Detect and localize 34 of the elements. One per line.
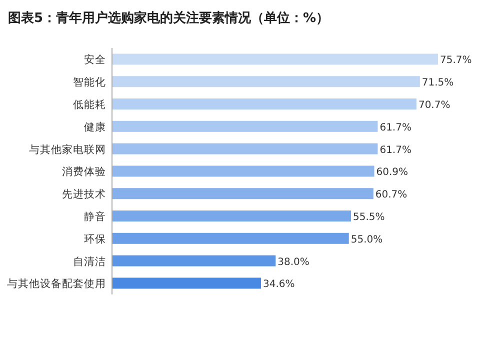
bar — [112, 278, 262, 289]
y-tick-label: 健康 — [84, 120, 106, 134]
chart-title: 图表5：青年用户选购家电的关注要素情况（单位：%） — [8, 10, 330, 26]
data-label: 55.0% — [350, 234, 383, 246]
y-tick-label: 低能耗 — [73, 98, 106, 111]
data-label: 38.0% — [278, 256, 310, 268]
bar — [112, 232, 349, 244]
bar — [112, 210, 352, 222]
data-label: 75.7% — [440, 55, 472, 66]
bar — [112, 143, 378, 154]
y-tick-label: 与其他设备配套使用 — [7, 277, 106, 290]
y-tick-label: 智能化 — [73, 76, 106, 89]
bar — [112, 54, 438, 65]
y-tick-label: 环保 — [84, 233, 106, 246]
y-tick-label: 先进技术 — [62, 188, 106, 201]
data-label: 70.7% — [418, 100, 450, 111]
bar — [112, 188, 374, 200]
data-label: 61.7% — [380, 122, 412, 134]
bar — [112, 255, 276, 266]
y-tick-label: 安全 — [84, 53, 106, 66]
bar — [112, 166, 374, 177]
data-label: 61.7% — [380, 144, 412, 156]
bar — [112, 98, 416, 110]
data-label: 34.6% — [263, 279, 295, 290]
y-tick-label: 静音 — [84, 210, 106, 223]
y-tick-label: 自清洁 — [73, 254, 106, 268]
data-label: 55.5% — [353, 212, 385, 223]
data-label: 71.5% — [422, 78, 454, 89]
bar — [112, 76, 420, 88]
bar — [112, 120, 378, 132]
y-tick-label: 消费体验 — [62, 165, 106, 178]
data-label: 60.7% — [375, 190, 408, 201]
y-tick-label: 与其他家电联网 — [29, 142, 106, 156]
data-label: 60.9% — [376, 167, 408, 178]
